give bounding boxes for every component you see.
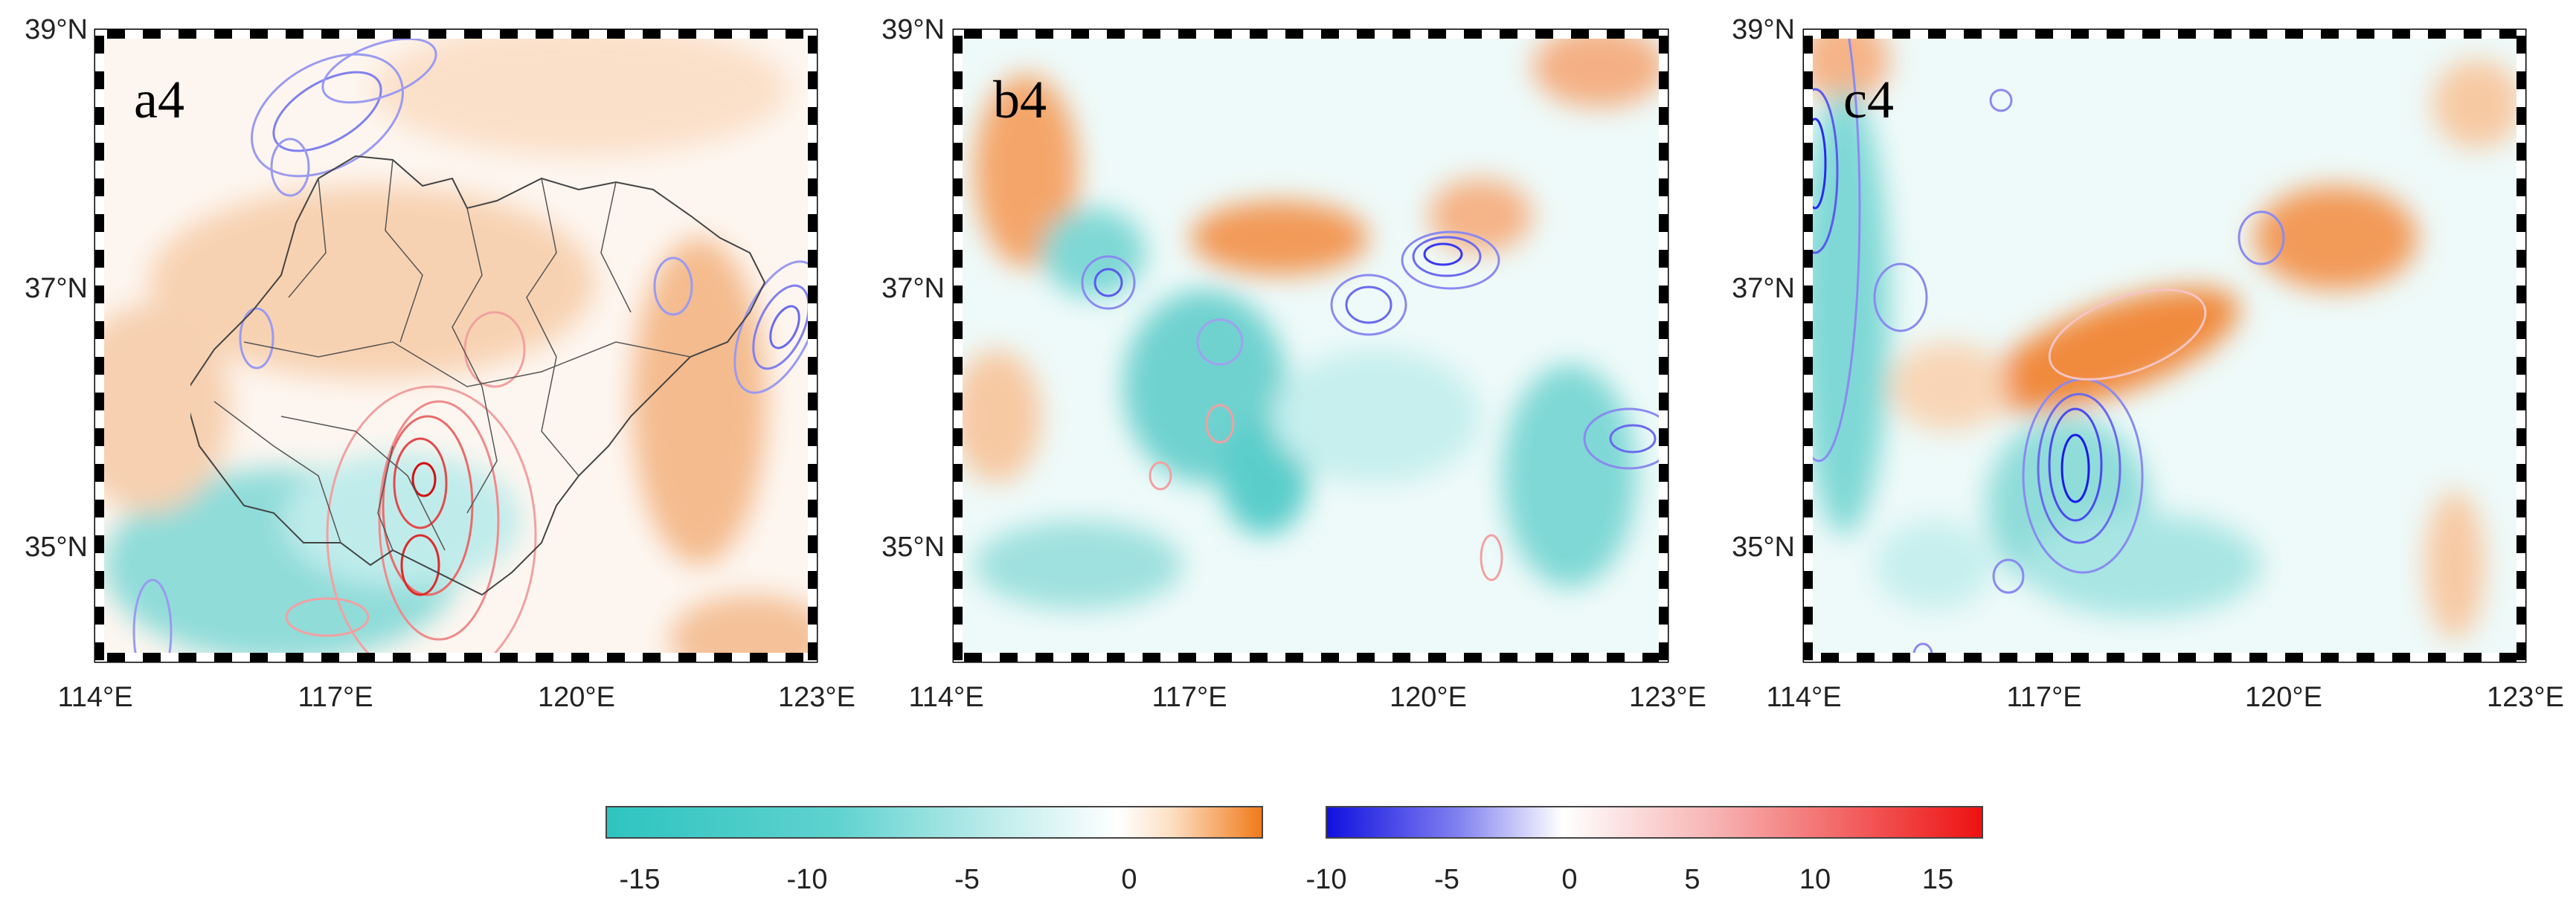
lon-label-120: 120°E — [538, 682, 615, 713]
panel-b4-contours — [1081, 230, 1668, 581]
colorbar-shading-tick: 0 — [1121, 864, 1137, 895]
panel-c4-shading — [1804, 30, 2522, 639]
lat-label-37: 37°N — [25, 273, 88, 304]
lon-label-114: 114°E — [1766, 682, 1841, 713]
colorbar-shading-tick: -15 — [620, 864, 661, 895]
colorbar-contours-tick: 0 — [1561, 864, 1577, 895]
panel-c4-contours — [1804, 30, 2285, 662]
panel-a4: a4 39°N 37°N 35°N 114°E 117°E 120°E 123°… — [25, 14, 855, 713]
lon-label-120: 120°E — [2245, 682, 2322, 713]
colorbar-contours-tick: 15 — [1922, 864, 1953, 895]
lat-label-37: 37°N — [1732, 273, 1795, 304]
lat-label-35: 35°N — [25, 532, 88, 563]
colorbar-contours-tick: -5 — [1434, 864, 1459, 895]
lat-label-39: 39°N — [1732, 14, 1795, 45]
panel-b4-shading — [954, 30, 1666, 610]
colorbar-contours-tick: -10 — [1306, 864, 1347, 895]
panel-a4-label: a4 — [134, 70, 184, 129]
colorbar-contours-tick: 5 — [1684, 864, 1700, 895]
lon-label-117: 117°E — [298, 682, 373, 713]
lat-label-39: 39°N — [25, 14, 88, 45]
panel-c4: c4 39°N 37°N 35°N 114°E 117°E 120°E 123°… — [1732, 14, 2564, 713]
panel-a4-shading — [95, 30, 817, 662]
panel-b4: b4 39°N 37°N 35°N 114°E 117°E 120°E 123°… — [881, 14, 1706, 713]
colorbar-contours: -10 -5 0 5 10 15 — [1306, 806, 1983, 895]
panel-a4-contours — [132, 37, 817, 662]
lat-label-35: 35°N — [881, 532, 945, 563]
panel-c4-label: c4 — [1843, 70, 1894, 129]
panel-b4-label: b4 — [993, 70, 1047, 129]
lon-label-117: 117°E — [2006, 682, 2081, 713]
colorbar-shading-tick: -5 — [954, 864, 980, 895]
lat-label-37: 37°N — [881, 273, 945, 304]
lon-label-123: 123°E — [1629, 682, 1706, 713]
colorbar-shading: -15 -10 -5 0 — [606, 806, 1263, 895]
colorbar-shading-tick: -10 — [787, 864, 828, 895]
lon-label-120: 120°E — [1390, 682, 1467, 713]
lon-label-114: 114°E — [908, 682, 983, 713]
lon-label-123: 123°E — [778, 682, 855, 713]
colorbar-contours-tick: 10 — [1799, 864, 1831, 895]
lat-label-39: 39°N — [881, 14, 945, 45]
lon-label-123: 123°E — [2487, 682, 2564, 713]
lon-label-117: 117°E — [1152, 682, 1227, 713]
lon-label-114: 114°E — [57, 682, 132, 713]
lat-label-35: 35°N — [1732, 532, 1795, 563]
